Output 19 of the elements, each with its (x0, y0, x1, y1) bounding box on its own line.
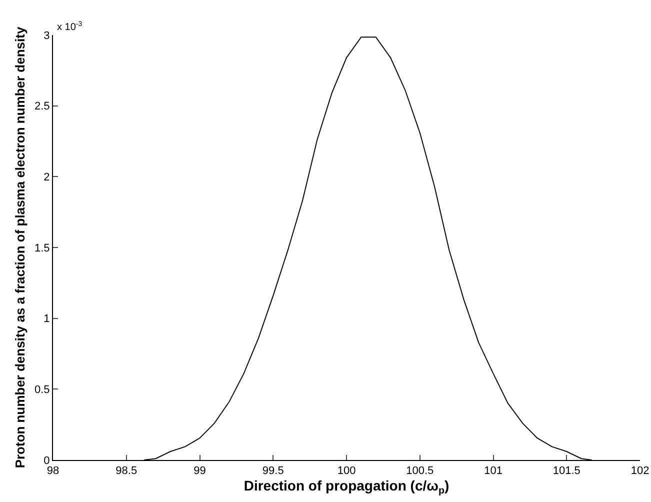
x-tick-label: 99.5 (262, 465, 284, 478)
x-tick-label: 100 (337, 465, 356, 478)
x-tick-label: 98 (46, 465, 60, 478)
x-tick-label: 102 (630, 465, 650, 478)
y-tick-label: 1.5 (34, 242, 50, 254)
y-tick-label: 2.5 (34, 100, 50, 113)
y-tick-label: 3 (44, 30, 50, 42)
y-tick-label: 2 (44, 172, 50, 184)
y-axis-title: Proton number density as a fraction of plasma electron number density (12, 26, 28, 468)
x-axis-title: Direction of propagation (c/ω$_{p}$) (244, 478, 450, 496)
x-tick-label: 101.5 (552, 465, 580, 478)
text: x 10$^{-3}$ (57, 21, 82, 34)
x-tick-label: 99 (194, 465, 206, 478)
y-tick-label: 0.5 (34, 384, 50, 396)
x-tick-label: 101 (484, 465, 502, 478)
x-tick-label: 98.5 (116, 465, 138, 478)
y-tick-label: 1 (44, 313, 50, 326)
x-tick-label: 100.5 (406, 465, 434, 478)
y-tick-label: 0 (44, 454, 50, 467)
